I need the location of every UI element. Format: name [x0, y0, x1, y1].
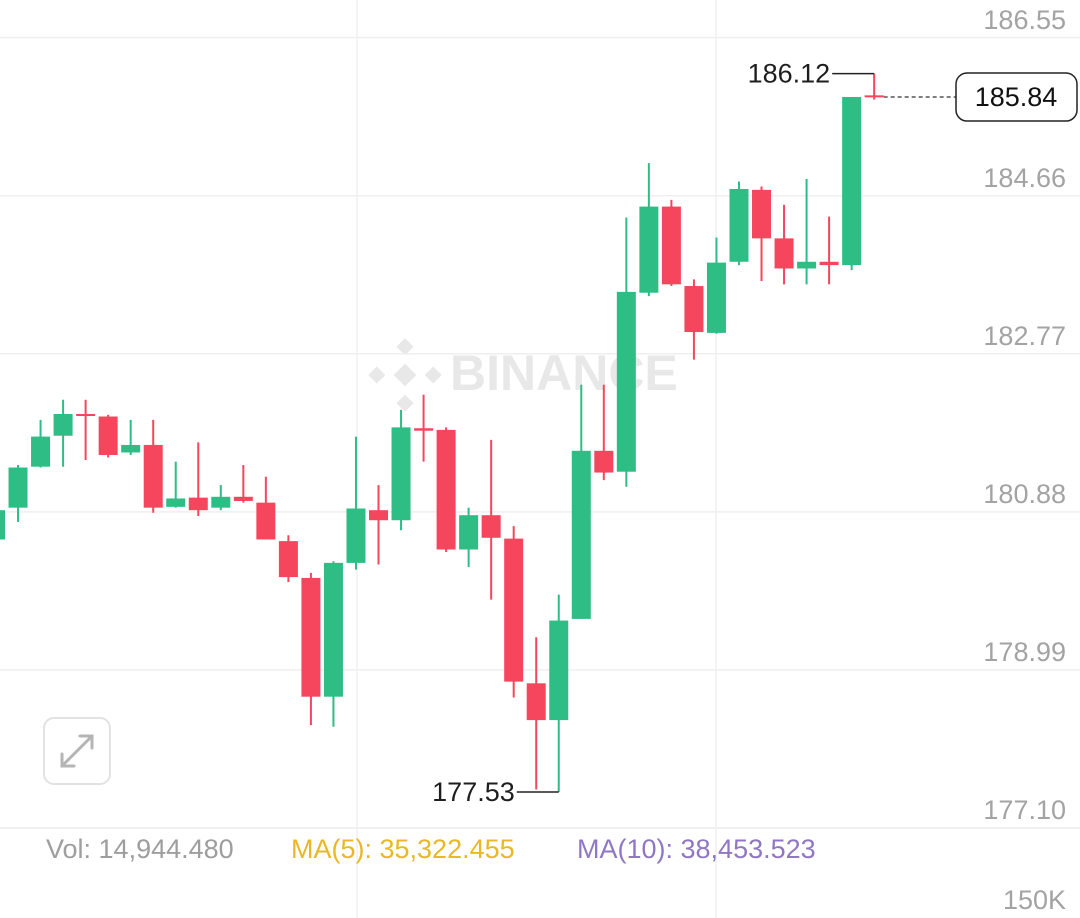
- candle-body: [661, 206, 681, 285]
- candle-body: [504, 538, 524, 682]
- candle-body: [459, 515, 479, 550]
- high-marker-label: 186.12: [748, 59, 831, 89]
- candle-body: [481, 515, 501, 538]
- candle-body: [549, 620, 569, 721]
- candle-body: [369, 510, 389, 521]
- candle-body: [76, 414, 96, 416]
- candle-body: [729, 189, 749, 262]
- candle-body: [842, 97, 862, 266]
- candle-body: [8, 467, 28, 508]
- candle-body: [684, 286, 704, 333]
- legend-entry: MA(5): 35,322.455: [291, 834, 515, 864]
- fullscreen-icon[interactable]: [60, 734, 94, 768]
- legend-entry: MA(10): 38,453.523: [577, 834, 816, 864]
- candle-body: [301, 577, 321, 697]
- watermark-text: BINANCE: [450, 345, 678, 401]
- candle-body: [233, 496, 253, 501]
- last-price-label: 185.84: [975, 82, 1058, 112]
- y-tick-label: 180.88: [983, 479, 1066, 509]
- volume-axis-label: 150K: [1003, 885, 1066, 915]
- candle-body: [706, 262, 726, 333]
- last-price-box: [955, 72, 1078, 122]
- candle-body: [143, 444, 163, 508]
- legend-entry: Vol: 14,944.480: [46, 834, 234, 864]
- low-marker-label: 177.53: [432, 777, 515, 807]
- candle-body: [526, 683, 546, 721]
- candle-body: [31, 436, 51, 467]
- candle-body: [346, 508, 366, 563]
- candle-body: [752, 189, 772, 239]
- candle-body: [188, 497, 208, 511]
- y-tick-label: 178.99: [983, 637, 1066, 667]
- candle-body: [211, 496, 231, 508]
- candle-body: [121, 444, 141, 453]
- y-tick-label: 182.77: [983, 321, 1066, 351]
- candle-body: [414, 428, 434, 431]
- y-tick-label: 186.55: [983, 5, 1066, 35]
- y-tick-label: 184.66: [983, 163, 1066, 193]
- candle-body: [797, 261, 817, 269]
- candle-body: [391, 427, 411, 521]
- y-tick-label: 177.10: [983, 795, 1066, 825]
- candle-body: [639, 206, 659, 293]
- candle-body: [256, 502, 276, 540]
- candle-body: [616, 291, 636, 472]
- candle-body: [819, 261, 839, 266]
- candle-body: [278, 541, 298, 578]
- fullscreen-button[interactable]: [43, 717, 111, 785]
- candle-body: [98, 416, 118, 455]
- candle-body: [864, 95, 884, 98]
- candle-body: [166, 498, 186, 507]
- candle-body: [0, 510, 5, 540]
- candle-body: [323, 562, 343, 697]
- candle-body: [571, 450, 591, 619]
- candle-body: [594, 450, 614, 473]
- candle-body: [774, 238, 794, 269]
- candle-body: [53, 414, 73, 436]
- watermark-logo: [368, 338, 442, 412]
- candle-body: [436, 429, 456, 550]
